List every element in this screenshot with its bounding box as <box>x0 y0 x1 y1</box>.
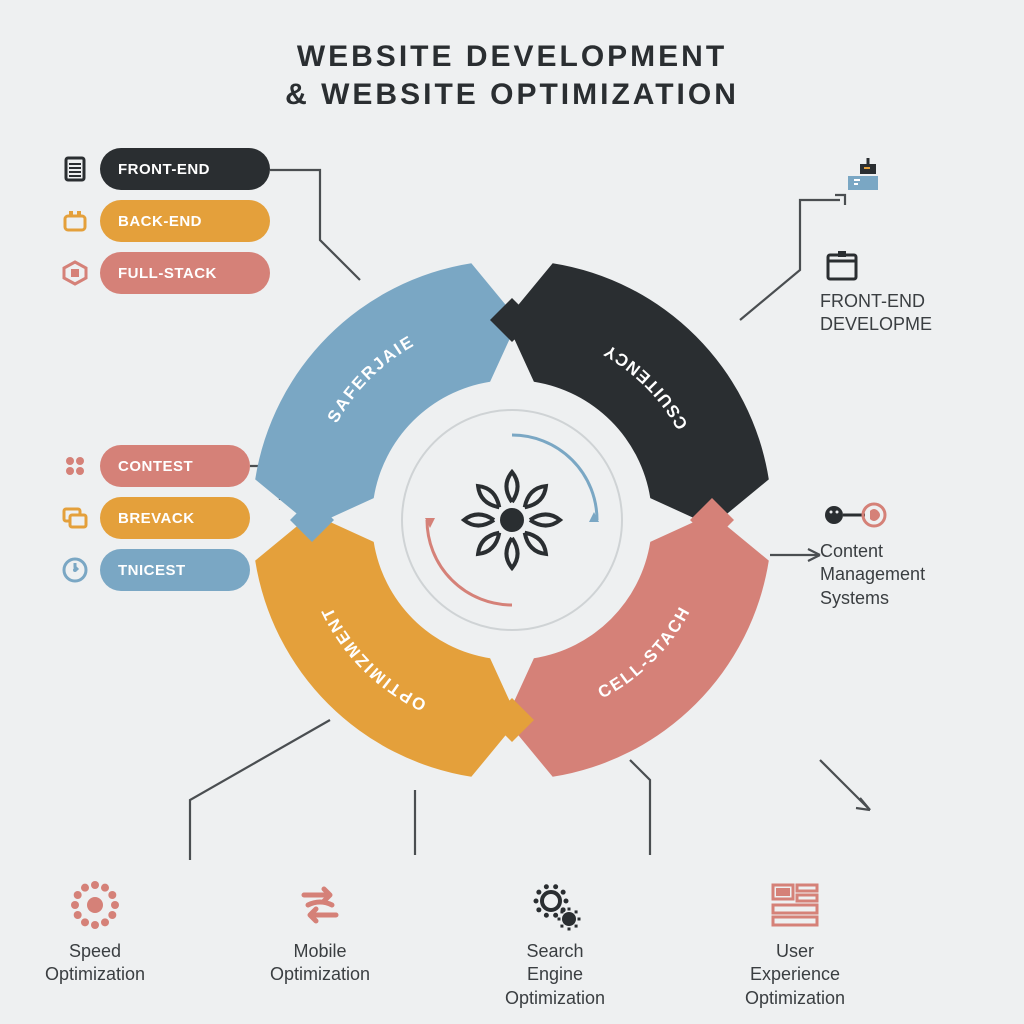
pill-label: FRONT-END <box>118 161 210 178</box>
pill-label: BREVACK <box>118 510 195 527</box>
pill-icon <box>58 152 92 186</box>
bottom-label: SearchEngineOptimization <box>460 940 650 1010</box>
corner-device-icon <box>842 158 892 198</box>
pill-label: BACK-END <box>118 213 202 230</box>
bottom-label: SpeedOptimization <box>0 940 190 987</box>
pill-icon <box>58 553 92 587</box>
right-item-label: ContentManagementSystems <box>820 540 1024 610</box>
bottom-item-1: MobileOptimization <box>225 870 415 987</box>
pill-label: FULL-STACK <box>118 265 217 282</box>
pill-icon <box>58 256 92 290</box>
pill-icon <box>58 449 92 483</box>
cycle-donut: OPTIMIZMENTSAFERJAIECELL-STACHCSUITENCY <box>212 220 812 820</box>
pill-icon <box>58 501 92 535</box>
bottom-label: MobileOptimization <box>225 940 415 987</box>
bottom-icon <box>700 870 890 940</box>
pill-label: TNICEST <box>118 562 186 579</box>
title-line1: WEBSITE DEVELOPMENT <box>297 40 727 73</box>
page-title: WEBSITE DEVELOPMENT & WEBSITE OPTIMIZATI… <box>0 38 1024 113</box>
bottom-icon <box>0 870 190 940</box>
right-item-frontend: FRONT-END DEVELOPME <box>820 240 1024 337</box>
bottom-icon <box>460 870 650 940</box>
pill-icon <box>58 204 92 238</box>
bottom-icon <box>225 870 415 940</box>
bottom-item-2: SearchEngineOptimization <box>460 870 650 1010</box>
nodes-icon <box>820 490 1024 540</box>
right-item-label: FRONT-END DEVELOPME <box>820 290 1024 337</box>
bottom-label: UserExperienceOptimization <box>700 940 890 1010</box>
pill-label: CONTEST <box>118 458 193 475</box>
bottom-item-0: SpeedOptimization <box>0 870 190 987</box>
bottom-item-3: UserExperienceOptimization <box>700 870 890 1010</box>
right-item-cms: ContentManagementSystems <box>820 490 1024 610</box>
pill-front-end: FRONT-END <box>100 148 270 190</box>
center-flower-icon <box>464 472 560 568</box>
title-line2: & WEBSITE OPTIMIZATION <box>285 78 739 111</box>
package-icon <box>820 240 1024 290</box>
